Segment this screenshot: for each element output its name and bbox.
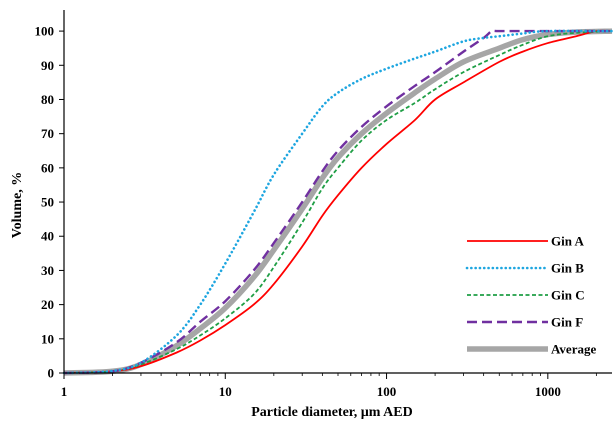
- axes: [59, 10, 612, 379]
- y-tick-label: 50: [41, 195, 54, 210]
- y-tick-label: 80: [41, 92, 54, 107]
- x-tick-label: 100: [377, 384, 397, 399]
- legend-label: Gin F: [551, 315, 583, 330]
- series-line-gin-b: [62, 29, 614, 375]
- series-line-gin-c: [63, 30, 613, 374]
- y-axis-title: Volume, %: [10, 172, 25, 238]
- y-tick-label: 40: [41, 229, 54, 244]
- x-tick-label: 1: [61, 384, 68, 399]
- legend: Gin A Gin B Gin C Gin F Average: [465, 234, 596, 357]
- x-axis-title: Particle diameter, µm AED: [251, 405, 413, 420]
- y-tick-label: 90: [41, 58, 54, 73]
- y-tick-label: 20: [41, 297, 54, 312]
- y-tick-label: 100: [35, 24, 55, 39]
- y-tick-label: 70: [41, 126, 54, 141]
- x-tick-label: 10: [219, 384, 232, 399]
- series-line-average: [63, 28, 613, 376]
- plot-area: [62, 28, 614, 376]
- x-tick-label: 1000: [535, 384, 561, 399]
- series-line-gin-a: [63, 29, 613, 374]
- legend-label: Average: [551, 342, 596, 357]
- legend-label: Gin C: [551, 288, 585, 303]
- y-tick-label: 10: [41, 331, 54, 346]
- y-tick-label: 30: [41, 263, 54, 278]
- y-tick-label: 0: [48, 366, 55, 381]
- legend-label: Gin A: [551, 234, 584, 249]
- y-tick-label: 60: [41, 160, 54, 175]
- legend-label: Gin B: [551, 261, 584, 276]
